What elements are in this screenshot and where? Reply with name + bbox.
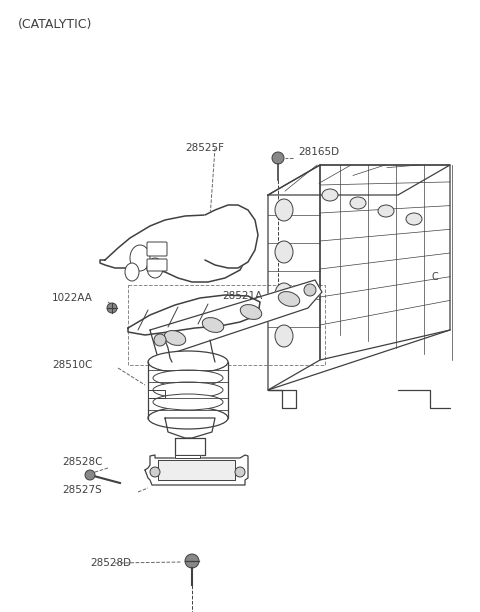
- Ellipse shape: [275, 241, 293, 263]
- FancyBboxPatch shape: [147, 259, 167, 271]
- Polygon shape: [398, 390, 450, 408]
- Polygon shape: [148, 390, 165, 398]
- Text: 28527S: 28527S: [62, 485, 102, 495]
- Text: (CATALYTIC): (CATALYTIC): [18, 18, 92, 31]
- Ellipse shape: [125, 263, 139, 281]
- Polygon shape: [100, 215, 248, 282]
- Polygon shape: [320, 165, 450, 360]
- Circle shape: [304, 284, 316, 296]
- Polygon shape: [128, 295, 260, 335]
- Circle shape: [154, 334, 166, 346]
- Text: C: C: [432, 272, 438, 282]
- Polygon shape: [175, 455, 200, 458]
- Text: 28510C: 28510C: [52, 360, 92, 370]
- Ellipse shape: [164, 330, 186, 345]
- Text: 1022AA: 1022AA: [52, 293, 93, 303]
- Ellipse shape: [275, 325, 293, 347]
- Polygon shape: [145, 455, 248, 485]
- Ellipse shape: [275, 199, 293, 221]
- Polygon shape: [165, 418, 215, 438]
- Ellipse shape: [278, 291, 300, 307]
- Text: 28165D: 28165D: [298, 147, 339, 157]
- Ellipse shape: [202, 318, 224, 332]
- Text: 28528D: 28528D: [90, 558, 131, 568]
- Text: 28525F: 28525F: [185, 143, 224, 153]
- Ellipse shape: [240, 305, 262, 319]
- Polygon shape: [158, 460, 235, 480]
- Ellipse shape: [148, 351, 228, 373]
- Ellipse shape: [130, 245, 150, 271]
- Polygon shape: [268, 165, 450, 195]
- Polygon shape: [268, 165, 320, 390]
- Polygon shape: [205, 205, 258, 268]
- Ellipse shape: [275, 283, 293, 305]
- Circle shape: [85, 470, 95, 480]
- Circle shape: [185, 554, 199, 568]
- Text: 28528C: 28528C: [62, 457, 103, 467]
- Polygon shape: [150, 280, 322, 358]
- Polygon shape: [175, 438, 205, 455]
- Ellipse shape: [406, 213, 422, 225]
- FancyBboxPatch shape: [147, 242, 167, 256]
- Circle shape: [107, 303, 117, 313]
- Ellipse shape: [378, 205, 394, 217]
- Ellipse shape: [153, 394, 223, 410]
- Circle shape: [272, 152, 284, 164]
- Ellipse shape: [153, 370, 223, 386]
- Text: 28521A: 28521A: [222, 291, 262, 301]
- Ellipse shape: [153, 382, 223, 398]
- Circle shape: [150, 467, 160, 477]
- Ellipse shape: [322, 189, 338, 201]
- Ellipse shape: [350, 197, 366, 209]
- Ellipse shape: [147, 258, 163, 278]
- Circle shape: [235, 467, 245, 477]
- Ellipse shape: [148, 407, 228, 429]
- Polygon shape: [268, 390, 296, 408]
